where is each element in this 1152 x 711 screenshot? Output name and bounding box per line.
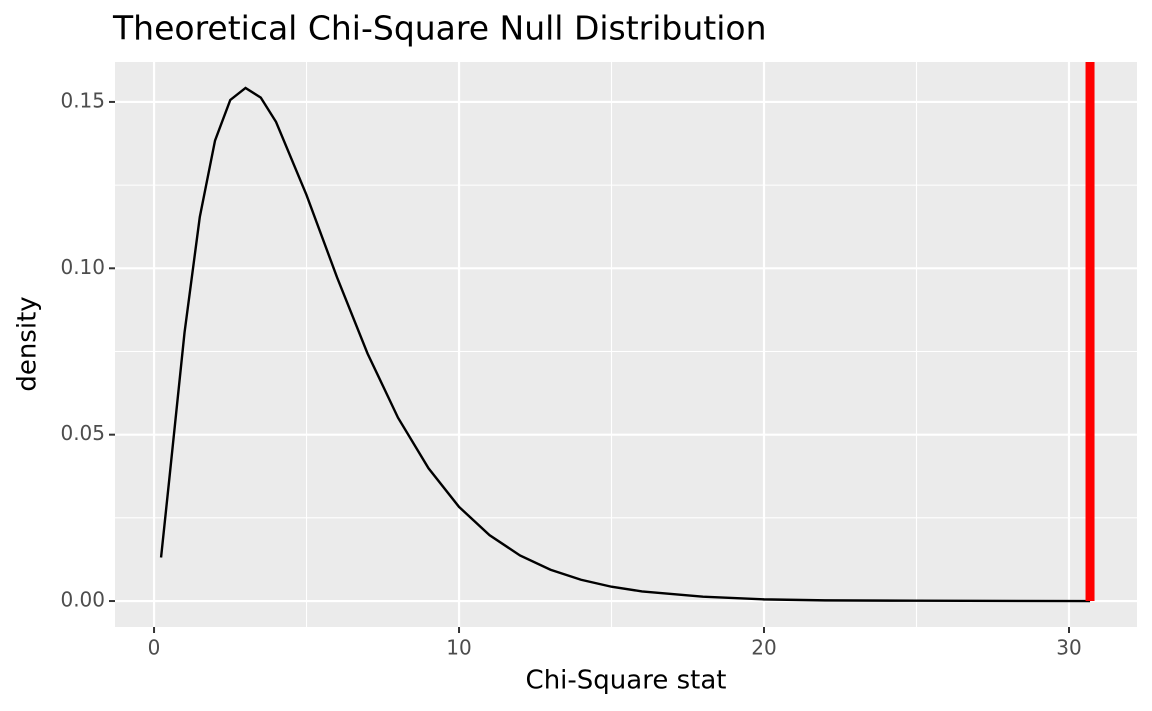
y-tick-label: 0.15	[60, 88, 105, 112]
x-tick-label: 0	[148, 636, 161, 660]
x-tick-label: 10	[446, 636, 471, 660]
x-tick-label: 30	[1056, 636, 1081, 660]
y-tick-label: 0.05	[60, 421, 105, 445]
panel	[115, 62, 1137, 627]
x-tick-label: 20	[751, 636, 776, 660]
y-tick-label: 0.10	[60, 255, 105, 279]
density-line	[159, 86, 1091, 603]
y-axis-label: density	[13, 296, 43, 391]
x-axis-label: Chi-Square stat	[526, 666, 727, 696]
y-tick-label: 0.00	[60, 588, 105, 612]
chart-title: Theoretical Chi-Square Null Distribution	[112, 9, 767, 48]
